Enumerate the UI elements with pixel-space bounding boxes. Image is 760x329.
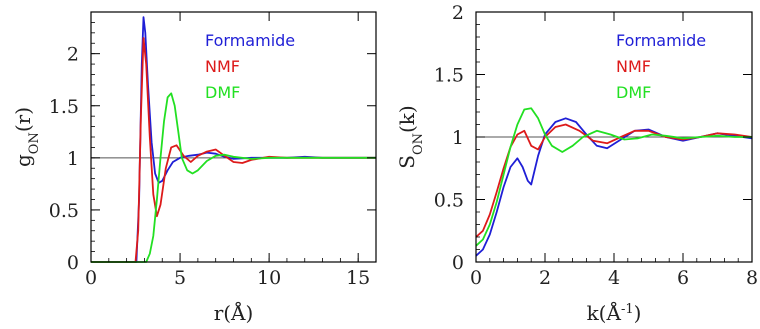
y-tick-label: 1.5	[49, 96, 79, 118]
y-tick-label: 1	[452, 127, 464, 149]
y-axis-label-sub: ON	[411, 133, 426, 155]
series-line-nmf	[475, 123, 753, 238]
y-axis-label-sub: ON	[27, 132, 42, 154]
x-axis-label-end: )	[634, 301, 642, 325]
x-axis-label-main: k(Å	[587, 300, 622, 325]
y-tick-label: 1.5	[434, 65, 464, 87]
y-tick-label: 1	[67, 148, 79, 170]
y-tick-label: 0	[67, 252, 79, 274]
legend-entry-dmf: DMF	[205, 83, 240, 102]
y-tick-label: 0	[452, 252, 464, 274]
y-axis-label: gON(r)	[11, 107, 42, 167]
x-axis-label: k(Å-1)	[587, 300, 642, 325]
y-tick-label: 0.5	[49, 200, 79, 222]
y-axis-label-arg: (k)	[395, 105, 419, 133]
legend-entry-dmf: DMF	[616, 83, 651, 102]
x-axis-label: r(Å)	[214, 300, 254, 325]
x-axis-label-text: r(Å)	[214, 300, 254, 325]
legend-entry-nmf: NMF	[205, 57, 240, 76]
legend-entry-nmf: NMF	[616, 57, 651, 76]
legend-entry-formamide: Formamide	[616, 31, 706, 50]
x-tick-label: 2	[539, 267, 551, 289]
panel-gON: 0 5 10 15 0 0.5 1 1.5 2 r(Å) gON(r) Formamide NMF DMF	[11, 11, 377, 325]
y-axis-label-main: g	[11, 154, 35, 167]
y-axis-label-arg: (r)	[11, 107, 35, 132]
x-tick-label: 10	[257, 267, 281, 289]
x-tick-label: 0	[85, 267, 97, 289]
x-tick-label: 0	[470, 267, 482, 289]
y-tick-label: 0.5	[434, 190, 464, 212]
x-tick-label: 5	[174, 267, 186, 289]
series-line-dmf	[91, 92, 376, 263]
y-axis-label: SON(k)	[395, 105, 426, 168]
legend-entry-formamide: Formamide	[205, 31, 295, 50]
y-axis-label-main: S	[395, 155, 419, 169]
y-tick-label: 2	[452, 2, 464, 24]
series-line-formamide	[475, 117, 753, 257]
panel-SON: 0 2 4 6 8 0 0.5 1 1.5 2 k(Å-1) SON(k) Formamide NMF DM…	[395, 2, 758, 325]
x-tick-label: 15	[346, 267, 370, 289]
x-tick-label: 4	[608, 267, 620, 289]
series-line-dmf	[475, 107, 752, 247]
x-tick-label: 8	[746, 267, 758, 289]
y-tick-label: 2	[67, 44, 79, 66]
x-tick-label: 6	[677, 267, 689, 289]
x-axis-label-sup: -1	[621, 302, 634, 317]
series-line-formamide	[91, 16, 376, 263]
